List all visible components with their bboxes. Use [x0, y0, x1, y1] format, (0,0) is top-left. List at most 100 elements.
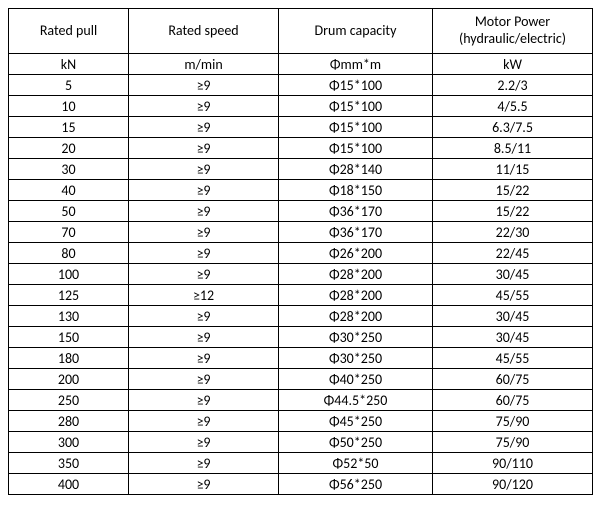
table-cell: Φ15*100 [279, 117, 433, 138]
table-cell: 200 [9, 369, 129, 390]
table-cell: ≥9 [129, 474, 279, 495]
table-cell: ≥9 [129, 369, 279, 390]
table-cell: 50 [9, 201, 129, 222]
table-cell: 250 [9, 390, 129, 411]
table-cell: 75/90 [433, 432, 593, 453]
table-cell: 90/120 [433, 474, 593, 495]
spec-table: Rated pull Rated speed Drum capacity Mot… [8, 8, 593, 495]
table-cell: Φ45*250 [279, 411, 433, 432]
table-cell: Φ56*250 [279, 474, 433, 495]
table-row: 400≥9Φ56*25090/120 [9, 474, 593, 495]
table-cell: Φ44.5*250 [279, 390, 433, 411]
table-cell: ≥9 [129, 243, 279, 264]
table-cell: Φ15*100 [279, 96, 433, 117]
table-row: 125≥12Φ28*20045/55 [9, 285, 593, 306]
table-cell: 11/15 [433, 159, 593, 180]
table-cell: ≥9 [129, 75, 279, 96]
table-cell: 15 [9, 117, 129, 138]
table-cell: 45/55 [433, 348, 593, 369]
table-cell: ≥9 [129, 159, 279, 180]
table-cell: Φ26*200 [279, 243, 433, 264]
table-cell: Φ50*250 [279, 432, 433, 453]
table-row: 150≥9Φ30*25030/45 [9, 327, 593, 348]
table-cell: Φ15*100 [279, 75, 433, 96]
table-cell: ≥9 [129, 453, 279, 474]
table-cell: 400 [9, 474, 129, 495]
table-cell: ≥9 [129, 411, 279, 432]
table-cell: ≥9 [129, 138, 279, 159]
table-cell: 75/90 [433, 411, 593, 432]
table-cell: ≥9 [129, 180, 279, 201]
table-cell: 150 [9, 327, 129, 348]
table-cell: ≥9 [129, 327, 279, 348]
table-row: 50≥9Φ36*17015/22 [9, 201, 593, 222]
table-cell: ≥9 [129, 432, 279, 453]
unit-rated-speed: m/min [129, 54, 279, 75]
table-cell: 22/45 [433, 243, 593, 264]
unit-motor-power: kW [433, 54, 593, 75]
table-row: 30≥9Φ28*14011/15 [9, 159, 593, 180]
table-cell: 80 [9, 243, 129, 264]
table-row: 70≥9Φ36*17022/30 [9, 222, 593, 243]
table-cell: 125 [9, 285, 129, 306]
table-cell: 30/45 [433, 306, 593, 327]
table-cell: 60/75 [433, 390, 593, 411]
table-row: 15≥9Φ15*1006.3/7.5 [9, 117, 593, 138]
table-cell: 60/75 [433, 369, 593, 390]
table-row: 100≥9Φ28*20030/45 [9, 264, 593, 285]
table-cell: Φ36*170 [279, 222, 433, 243]
table-row: 350≥9Φ52*5090/110 [9, 453, 593, 474]
table-cell: 15/22 [433, 180, 593, 201]
table-row: 80≥9Φ26*20022/45 [9, 243, 593, 264]
table-cell: 130 [9, 306, 129, 327]
table-cell: Φ40*250 [279, 369, 433, 390]
table-cell: Φ18*150 [279, 180, 433, 201]
table-row: 20≥9Φ15*1008.5/11 [9, 138, 593, 159]
table-cell: Φ28*200 [279, 306, 433, 327]
unit-rated-pull: kN [9, 54, 129, 75]
table-cell: 350 [9, 453, 129, 474]
table-cell: 15/22 [433, 201, 593, 222]
table-body: kN m/min Φmm*m kW 5≥9Φ15*1002.2/310≥9Φ15… [9, 54, 593, 495]
table-cell: Φ52*50 [279, 453, 433, 474]
table-head: Rated pull Rated speed Drum capacity Mot… [9, 9, 593, 54]
table-cell: ≥9 [129, 222, 279, 243]
table-cell: 30/45 [433, 327, 593, 348]
col-header-rated-speed: Rated speed [129, 9, 279, 54]
table-cell: 280 [9, 411, 129, 432]
table-cell: Φ36*170 [279, 201, 433, 222]
table-cell: ≥12 [129, 285, 279, 306]
table-cell: 180 [9, 348, 129, 369]
table-row: 130≥9Φ28*20030/45 [9, 306, 593, 327]
header-row: Rated pull Rated speed Drum capacity Mot… [9, 9, 593, 54]
table-cell: Φ30*250 [279, 348, 433, 369]
table-row: 200≥9Φ40*25060/75 [9, 369, 593, 390]
table-row: 280≥9Φ45*25075/90 [9, 411, 593, 432]
table-cell: 6.3/7.5 [433, 117, 593, 138]
table-cell: Φ28*200 [279, 285, 433, 306]
table-cell: 10 [9, 96, 129, 117]
unit-drum-capacity: Φmm*m [279, 54, 433, 75]
unit-row: kN m/min Φmm*m kW [9, 54, 593, 75]
table-row: 250≥9Φ44.5*25060/75 [9, 390, 593, 411]
table-cell: ≥9 [129, 390, 279, 411]
table-cell: 90/110 [433, 453, 593, 474]
table-cell: 20 [9, 138, 129, 159]
table-row: 300≥9Φ50*25075/90 [9, 432, 593, 453]
table-cell: Φ28*140 [279, 159, 433, 180]
col-header-drum-capacity: Drum capacity [279, 9, 433, 54]
table-cell: 30/45 [433, 264, 593, 285]
table-cell: 30 [9, 159, 129, 180]
table-cell: ≥9 [129, 201, 279, 222]
table-row: 5≥9Φ15*1002.2/3 [9, 75, 593, 96]
table-cell: 45/55 [433, 285, 593, 306]
table-cell: 8.5/11 [433, 138, 593, 159]
table-cell: 70 [9, 222, 129, 243]
table-row: 40≥9Φ18*15015/22 [9, 180, 593, 201]
col-header-rated-pull: Rated pull [9, 9, 129, 54]
table-cell: ≥9 [129, 348, 279, 369]
table-cell: ≥9 [129, 306, 279, 327]
table-cell: ≥9 [129, 117, 279, 138]
table-cell: Φ15*100 [279, 138, 433, 159]
table-cell: 40 [9, 180, 129, 201]
